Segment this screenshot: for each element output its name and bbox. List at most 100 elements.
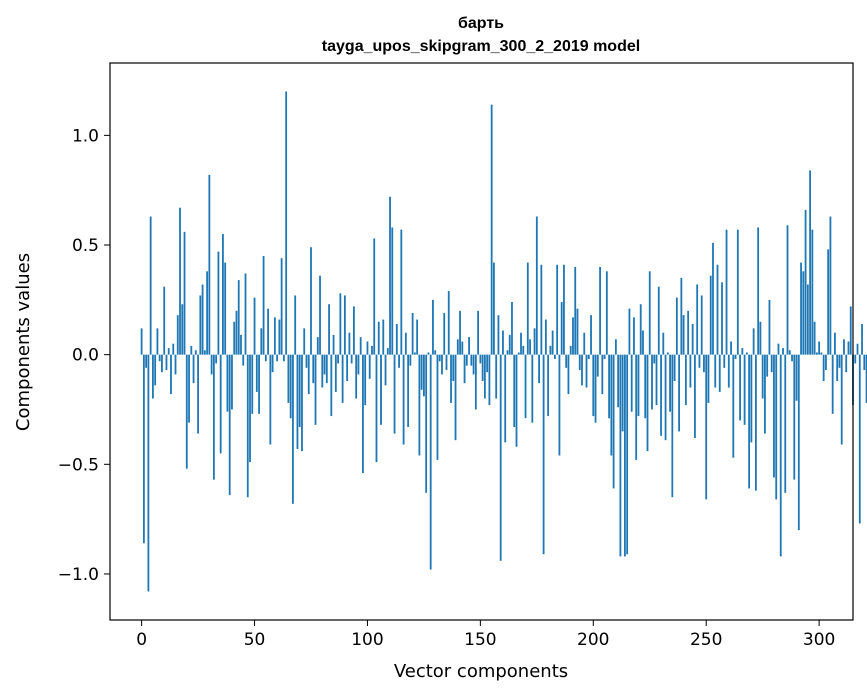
bar-142	[461, 341, 464, 355]
bar-291	[797, 354, 800, 531]
bar-137	[450, 354, 452, 403]
bar-268	[745, 352, 748, 355]
bar-48	[249, 354, 251, 463]
bar-211	[617, 354, 620, 408]
bar-88	[339, 293, 342, 355]
bar-12	[167, 348, 170, 355]
bar-126	[425, 354, 428, 493]
bar-17	[179, 207, 181, 355]
bar-206	[605, 271, 608, 355]
bar-281	[775, 354, 778, 500]
bar-92	[348, 332, 351, 355]
bar-13	[170, 354, 172, 395]
bar-170	[524, 354, 527, 419]
bar-269	[748, 354, 751, 489]
bar-23	[192, 354, 195, 384]
bar-103	[373, 238, 376, 355]
bar-186	[560, 302, 563, 355]
bar-75	[310, 247, 312, 355]
bar-219	[635, 354, 638, 460]
bar-39	[228, 354, 231, 496]
bar-129	[432, 299, 434, 355]
bar-205	[603, 354, 606, 360]
bar-160	[502, 330, 504, 355]
bar-299	[815, 352, 818, 355]
bar-230	[660, 354, 662, 436]
bar-151	[481, 354, 484, 381]
bar-22	[190, 345, 193, 355]
bar-226	[651, 354, 653, 410]
bar-249	[703, 354, 705, 373]
bar-302	[822, 354, 825, 381]
bar-247	[698, 354, 701, 368]
bar-20	[185, 354, 188, 469]
bar-80	[321, 354, 324, 388]
bar-194	[578, 354, 581, 371]
x-tick-label: 100	[351, 630, 383, 650]
bar-246	[696, 284, 699, 355]
bar-115	[400, 229, 403, 355]
bar-43	[237, 280, 240, 355]
bar-213	[621, 354, 624, 432]
bar-241	[684, 354, 687, 406]
bar-203	[599, 266, 601, 355]
bar-240	[682, 315, 685, 355]
bar-64	[285, 91, 288, 355]
bar-83	[328, 304, 330, 355]
bar-9	[161, 354, 163, 373]
bar-285	[784, 354, 787, 493]
bar-122	[416, 319, 419, 355]
bar-164	[511, 302, 513, 355]
bar-58	[271, 354, 274, 373]
bar-2	[145, 354, 148, 368]
bar-159	[499, 354, 502, 561]
bar-40	[231, 354, 233, 410]
bar-265	[739, 354, 741, 421]
bar-292	[800, 262, 802, 355]
bar-19	[183, 231, 186, 355]
bar-150	[479, 354, 482, 364]
bar-297	[811, 229, 814, 355]
bar-69	[296, 354, 299, 449]
bar-56	[267, 308, 269, 355]
bar-101	[368, 354, 371, 379]
bar-139	[454, 354, 457, 441]
bar-148	[474, 354, 477, 410]
bar-177	[540, 264, 543, 355]
bar-251	[707, 354, 710, 403]
bar-147	[472, 354, 475, 375]
bar-135	[445, 354, 448, 371]
bar-82	[325, 354, 328, 384]
bar-152	[483, 354, 486, 399]
bar-298	[813, 321, 816, 355]
bar-232	[664, 354, 667, 441]
bar-308	[836, 354, 839, 381]
bar-321	[865, 354, 867, 403]
bar-119	[409, 354, 412, 366]
bar-256	[718, 354, 721, 392]
bar-180	[547, 354, 550, 417]
bar-91	[346, 354, 349, 381]
bar-215	[626, 354, 629, 555]
bar-161	[504, 354, 507, 443]
bar-220	[637, 354, 640, 417]
bar-93	[350, 354, 353, 364]
bar-210	[614, 339, 617, 355]
bar-112	[393, 354, 396, 434]
bar-317	[856, 343, 859, 355]
bar-273	[757, 227, 760, 355]
bar-59	[273, 317, 276, 355]
x-tick-label: 50	[244, 630, 266, 650]
bar-199	[590, 315, 592, 355]
bar-127	[427, 352, 430, 355]
bar-320	[863, 354, 866, 371]
bar-3	[147, 354, 150, 592]
bar-284	[782, 348, 784, 355]
bar-14	[172, 343, 175, 355]
x-tick-label: 200	[577, 630, 609, 650]
bar-61	[278, 319, 281, 355]
bar-132	[438, 354, 441, 362]
bar-84	[330, 354, 333, 417]
bar-53	[260, 328, 263, 355]
